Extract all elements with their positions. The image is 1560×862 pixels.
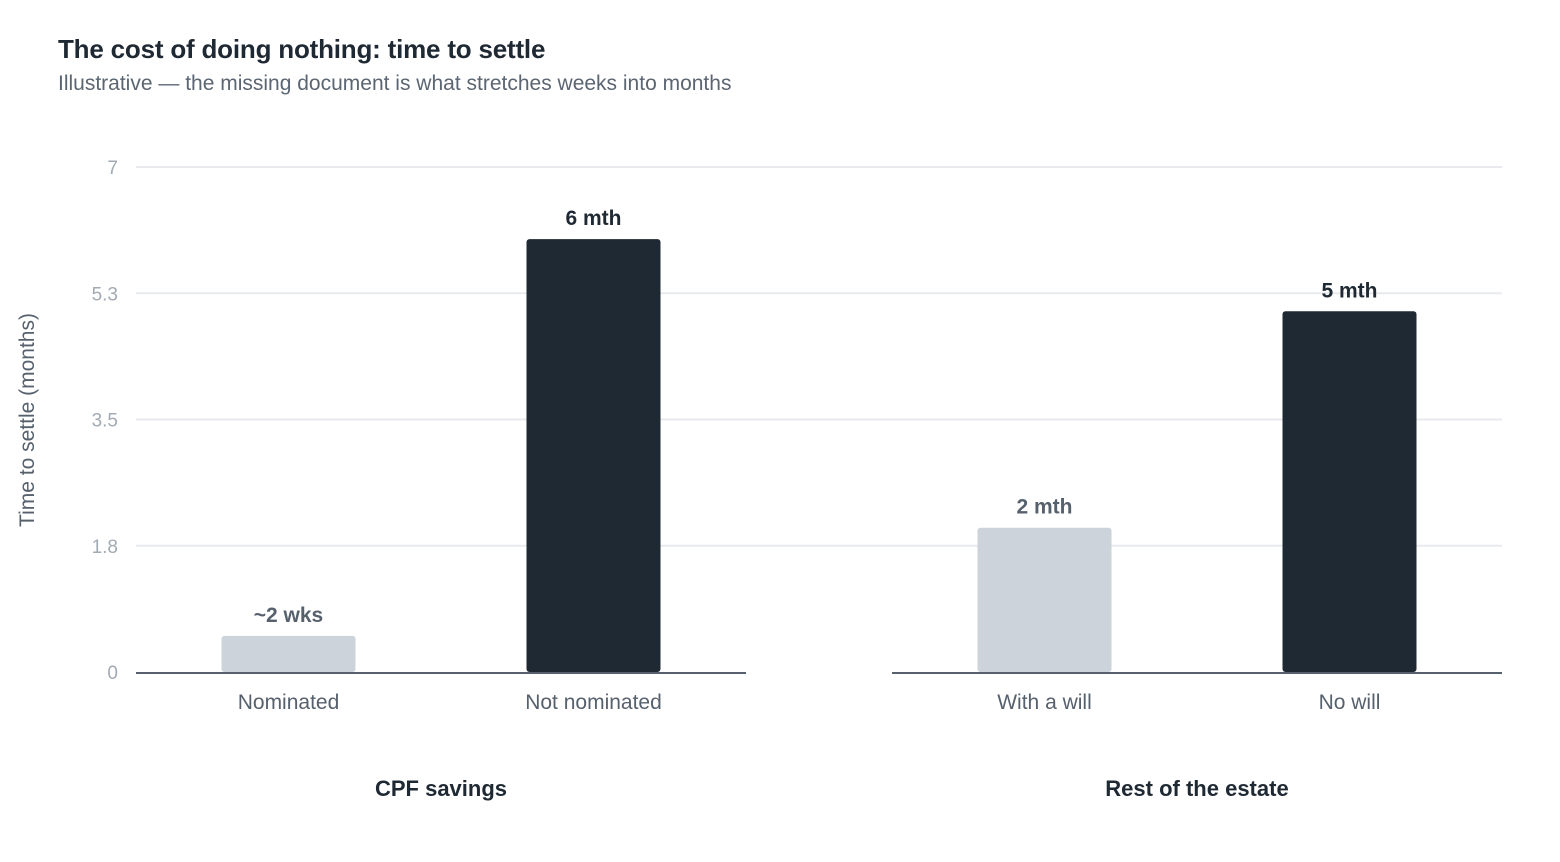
chart-subtitle: Illustrative — the missing document is w… (58, 72, 732, 95)
y-tick-label: 5.3 (92, 284, 118, 305)
data-label: 6 mth (565, 207, 621, 230)
bar-with-a-will (977, 527, 1112, 672)
x-tick-label: Not nominated (525, 691, 662, 714)
bars (221, 239, 1417, 672)
y-tick-label: 7 (107, 158, 118, 179)
bar-no-will (1282, 311, 1417, 672)
y-tick-label: 0 (107, 663, 118, 684)
y-tick-label: 3.5 (92, 411, 118, 432)
data-label: 2 mth (1016, 496, 1072, 519)
bar-nominated (221, 635, 356, 672)
x-tick-label: Nominated (238, 691, 340, 714)
data-label: ~2 wks (254, 604, 323, 627)
y-axis-title: Time to settle (months) (16, 313, 39, 527)
x-tick-label: No will (1319, 691, 1381, 714)
group-label: Rest of the estate (1105, 776, 1288, 801)
y-tick-label: 1.8 (92, 537, 118, 558)
bar-not-nominated (526, 239, 661, 672)
chart-title: The cost of doing nothing: time to settl… (58, 34, 546, 64)
gridlines (136, 166, 1502, 547)
x-tick-label: With a will (997, 691, 1092, 714)
labels: ~2 wks Nominated 6 mth Not nominated CPF sav… (238, 207, 1381, 801)
group-label: CPF savings (375, 776, 507, 801)
y-axis-ticks: 0 1.8 3.5 5.3 7 (92, 158, 118, 684)
data-label: 5 mth (1321, 279, 1377, 302)
